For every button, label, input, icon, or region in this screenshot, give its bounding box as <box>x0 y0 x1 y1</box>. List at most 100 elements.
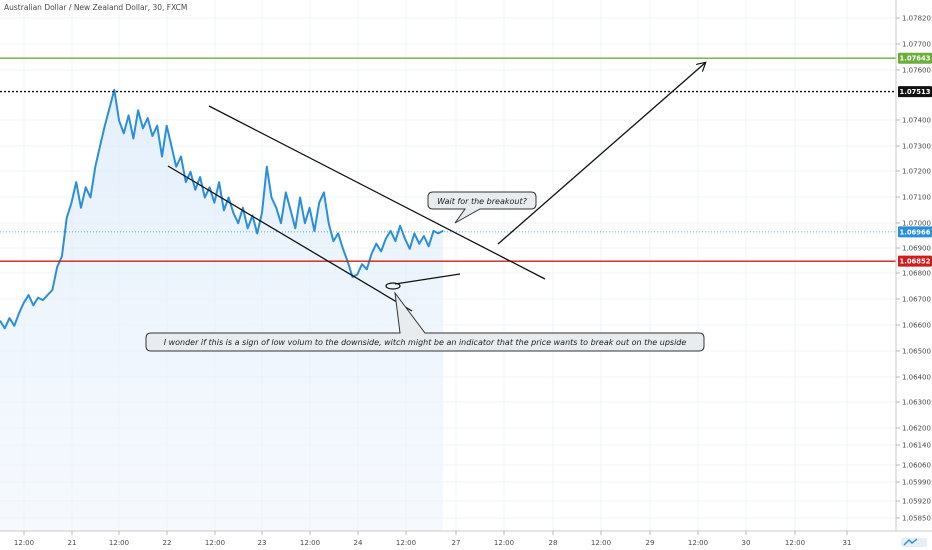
series-point <box>104 125 106 127</box>
series-point <box>342 248 344 250</box>
series-point <box>32 304 34 306</box>
series-point <box>4 327 6 329</box>
x-tick-label: 12:00 <box>591 539 611 547</box>
series-point <box>394 240 396 242</box>
series-point <box>299 196 301 199</box>
x-tick-label: 29 <box>646 539 655 547</box>
x-tick-label: 12:00 <box>300 539 320 547</box>
series-point <box>404 238 406 240</box>
series-point <box>75 181 77 183</box>
volume-callout-text: I wonder if this is a sign of low volum … <box>164 338 687 347</box>
y-tick-label: 1.07200 <box>902 168 931 176</box>
series-point <box>85 186 87 188</box>
series-point <box>142 127 144 129</box>
series-point <box>232 212 234 214</box>
series-point <box>70 202 73 204</box>
x-tick-label: 31 <box>843 539 852 547</box>
series-point <box>313 230 315 232</box>
series-point <box>109 107 111 109</box>
series-point <box>294 227 296 229</box>
series-point <box>13 325 15 327</box>
series-point <box>18 312 20 314</box>
series-point <box>151 135 153 137</box>
series-point <box>242 207 244 209</box>
x-tick-label: 21 <box>68 539 77 547</box>
series-group <box>0 88 444 532</box>
channel-upper-line[interactable] <box>208 105 546 280</box>
y-tick-label: 1.06140 <box>902 442 931 450</box>
series-point <box>61 255 63 258</box>
series-point <box>80 207 82 209</box>
y-tick-label: 1.06600 <box>902 322 931 330</box>
series-point <box>218 181 220 183</box>
breakout-arrow[interactable] <box>497 63 705 245</box>
y-tick-label: 1.06500 <box>902 348 931 356</box>
series-point <box>366 268 368 270</box>
x-tick-label: 22 <box>163 539 172 547</box>
y-tick-label: 1.07400 <box>902 117 931 125</box>
axes <box>0 0 932 532</box>
x-axis-ticks: 12:00 21 12:00 22 12:00 23 12:00 24 12:00 27 12:00… <box>14 531 852 547</box>
series-point <box>137 109 139 111</box>
series-point <box>413 232 415 234</box>
series-point <box>304 222 306 224</box>
series-point <box>23 302 25 304</box>
x-tick-label: 12:00 <box>396 539 416 547</box>
series-point <box>290 209 292 211</box>
series-point <box>442 230 444 232</box>
y-tick-label: 1.06700 <box>902 296 931 304</box>
series-point <box>118 120 120 122</box>
series-point <box>418 243 420 245</box>
series-point <box>409 248 411 250</box>
series-point <box>370 253 373 255</box>
volume-callout[interactable]: I wonder if this is a sign of low volum … <box>145 291 705 352</box>
y-tick-label: 1.07300 <box>902 143 931 151</box>
series-point <box>209 186 211 188</box>
y-axis-ticks: 1.07820 1.07700 1.07600 1.07400 1.07300 1.072… <box>896 15 931 523</box>
low-circle[interactable] <box>385 282 401 290</box>
y-tick-label: 1.07820 <box>902 15 931 23</box>
series-point <box>156 125 158 127</box>
series-point <box>132 137 134 140</box>
series-point <box>99 145 101 147</box>
x-tick-label: 28 <box>549 539 558 547</box>
series-point <box>423 235 425 237</box>
series-point <box>8 317 11 319</box>
breakout-callout[interactable]: Wait for the breakout? <box>427 191 537 224</box>
x-tick-label: 27 <box>452 539 461 547</box>
series-point <box>66 217 68 219</box>
series-point <box>437 232 439 234</box>
series-point <box>256 232 258 234</box>
x-tick-label: 12:00 <box>688 539 708 547</box>
series-point <box>332 240 334 242</box>
series-point <box>51 289 54 291</box>
y-tick-label: 1.07000 <box>902 220 931 228</box>
y-tick-label: 1.07100 <box>902 194 931 202</box>
series-point <box>247 227 249 229</box>
series-point <box>185 181 187 183</box>
price-tag-label: 1.07513 <box>900 88 931 96</box>
series-point <box>351 276 354 278</box>
series-point <box>47 294 49 296</box>
drawing-tools[interactable] <box>167 63 705 312</box>
y-tick-label: 1.06200 <box>902 425 931 433</box>
breakout-callout-text: Wait for the breakout? <box>437 197 527 206</box>
pointer-line[interactable] <box>394 273 461 285</box>
series-point <box>390 230 392 232</box>
series-point <box>204 196 206 199</box>
series-point <box>89 196 92 199</box>
series-point <box>0 320 1 322</box>
series-point <box>318 202 320 204</box>
x-tick-label: 12:00 <box>109 539 129 547</box>
horizontal-lines[interactable] <box>0 57 896 262</box>
series-point <box>199 176 201 178</box>
series-point <box>432 230 435 232</box>
x-tick-label: 24 <box>354 539 363 547</box>
price-tag <box>898 255 932 267</box>
series-point <box>147 117 149 119</box>
chart-title: Australian Dollar / New Zealand Dollar, … <box>4 3 187 12</box>
channel-lower-line[interactable] <box>167 165 413 312</box>
price-tag-label: 1.06852 <box>900 258 931 266</box>
